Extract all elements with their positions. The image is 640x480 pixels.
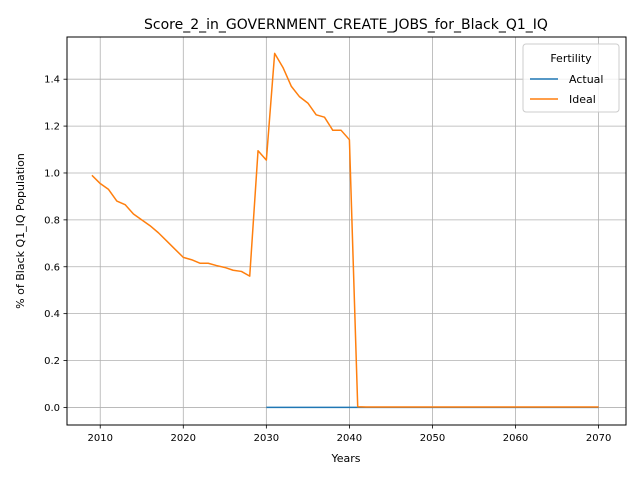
chart-title: Score_2_in_GOVERNMENT_CREATE_JOBS_for_Bl… — [144, 17, 548, 33]
y-tick-label: 0.8 — [44, 215, 60, 226]
axis-ticks: 2010 2020 2030 2040 2050 2060 2070 0.0 0.2 0.4 0.6… — [44, 75, 611, 444]
x-tick-label: 2030 — [254, 433, 279, 444]
x-tick-label: 2060 — [503, 433, 528, 444]
x-tick-label: 2040 — [337, 433, 362, 444]
y-tick-label: 1.4 — [44, 75, 60, 86]
y-tick-label: 0.6 — [44, 262, 60, 273]
series-line-ideal — [91, 52, 599, 408]
legend-box — [522, 43, 620, 113]
y-axis-title: % of Black Q1_IQ Population — [14, 153, 27, 309]
y-tick-label: 1.0 — [44, 168, 60, 179]
x-axis-title: Years — [330, 452, 360, 465]
series-lines — [91, 52, 599, 409]
legend-entries: Actual Ideal — [530, 73, 603, 106]
legend: Fertility Actual Ideal — [522, 43, 620, 113]
y-tick-label: 0.0 — [44, 403, 60, 414]
x-tick-label: 2020 — [171, 433, 196, 444]
y-tick-label: 0.2 — [44, 356, 60, 367]
plot-frame — [66, 36, 627, 426]
legend-label-actual: Actual — [569, 73, 603, 86]
y-tick-label: 1.2 — [44, 122, 60, 133]
y-tick-label: 0.4 — [44, 309, 60, 320]
x-tick-label: 2010 — [87, 433, 112, 444]
x-tick-label: 2050 — [420, 433, 445, 444]
legend-title: Fertility — [550, 52, 592, 65]
x-tick-label: 2070 — [586, 433, 611, 444]
grid — [67, 37, 626, 425]
legend-label-ideal: Ideal — [569, 93, 596, 106]
